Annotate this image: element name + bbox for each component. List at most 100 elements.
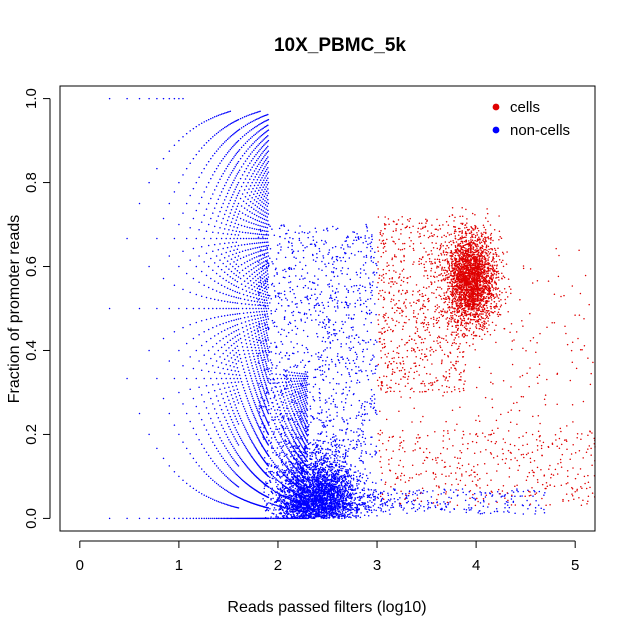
non-cell-point: [217, 484, 220, 486]
non-cell-point: [156, 237, 158, 240]
non-cell-point: [241, 345, 244, 348]
non-cell-point: [203, 354, 205, 356]
non-cell-point: [238, 333, 241, 335]
non-cell-point: [259, 123, 261, 125]
non-cell-point: [303, 421, 305, 423]
non-cell-point: [266, 366, 269, 369]
non-cell-point: [298, 460, 300, 462]
non-cell-point: [258, 137, 260, 139]
non-cell-point: [288, 468, 290, 471]
non-cell-point: [331, 453, 333, 456]
non-cell-point: [205, 429, 208, 431]
non-cell-point: [252, 382, 254, 385]
non-cell-point: [246, 192, 249, 194]
non-cell-point: [234, 370, 236, 372]
non-cell-point: [309, 451, 311, 454]
non-cell-point: [255, 293, 257, 296]
non-cell-point: [279, 457, 281, 460]
non-cell-point: [287, 437, 289, 440]
non-cell-point: [236, 366, 239, 369]
non-cell-point: [304, 473, 306, 476]
non-cell-point: [253, 134, 255, 137]
non-cell-point: [230, 270, 233, 273]
non-cell-point: [302, 498, 305, 500]
non-cell-point: [304, 371, 307, 373]
non-cell-point: [255, 279, 257, 282]
non-cell-point: [303, 402, 306, 405]
non-cell-point: [250, 408, 253, 411]
non-cell-point: [228, 320, 230, 323]
non-cell-point: [259, 225, 261, 227]
non-cell-point: [248, 221, 250, 223]
non-cell-point: [245, 325, 248, 327]
non-cell-point: [251, 136, 253, 138]
non-cell-point: [198, 255, 200, 257]
non-cell-point: [241, 441, 244, 443]
non-cell-point: [244, 231, 247, 234]
non-cell-point: [223, 517, 226, 520]
non-cell-point: [222, 142, 224, 145]
non-cell-point: [219, 420, 221, 423]
non-cell-point: [237, 297, 240, 299]
non-cell-point: [236, 270, 239, 272]
non-cell-point: [325, 457, 327, 459]
non-cell-point: [259, 326, 261, 329]
non-cell-point: [213, 134, 216, 136]
non-cell-point: [242, 275, 245, 277]
non-cell-point: [230, 443, 233, 446]
non-cell-point: [312, 451, 315, 454]
non-cell-point: [285, 461, 287, 463]
non-cell-point: [255, 132, 258, 134]
non-cell-point: [261, 253, 264, 256]
non-cell-point: [258, 399, 260, 402]
non-cell-point: [264, 233, 266, 236]
non-cell-point: [264, 383, 267, 385]
non-cell-point: [295, 470, 297, 472]
non-cell-point: [350, 477, 353, 480]
non-cell-point: [280, 471, 283, 473]
non-cell-point: [289, 384, 291, 386]
non-cell-point: [241, 479, 244, 481]
non-cell-point: [311, 469, 313, 471]
non-cell-point: [289, 478, 291, 480]
non-cell-point: [233, 517, 235, 520]
non-cell-point: [294, 416, 297, 419]
non-cell-point: [258, 220, 261, 223]
non-cell-point: [245, 430, 248, 432]
non-cell-point: [255, 118, 258, 120]
non-cell-point: [292, 490, 294, 493]
non-cell-point: [232, 121, 234, 124]
non-cell-point: [198, 333, 200, 336]
non-cell-point: [213, 499, 216, 501]
non-cell-point: [275, 438, 277, 441]
non-cell-point: [284, 497, 287, 500]
non-cell-point: [225, 139, 227, 142]
non-cell-point: [223, 445, 226, 447]
non-cell-point: [269, 427, 272, 430]
non-cell-point: [210, 317, 212, 320]
non-cell-point: [226, 382, 229, 384]
non-cell-point: [243, 444, 246, 447]
non-cell-point: [215, 482, 218, 485]
non-cell-point: [282, 418, 285, 420]
non-cell-point: [264, 181, 267, 184]
non-cell-point: [274, 409, 276, 411]
non-cell-point: [229, 314, 232, 316]
non-cell-point: [207, 433, 210, 436]
non-cell-point: [257, 264, 259, 266]
non-cell-point: [235, 130, 238, 133]
non-cell-point: [275, 412, 277, 415]
non-cell-point: [350, 516, 352, 519]
non-cell-point: [261, 157, 264, 160]
non-cell-point: [255, 307, 257, 310]
non-cell-point: [255, 153, 257, 156]
non-cell-point: [241, 212, 244, 214]
non-cell-point: [255, 363, 257, 366]
non-cell-point: [320, 473, 322, 476]
non-cell-point: [236, 431, 239, 434]
non-cell-point: [264, 416, 267, 419]
non-cell-point: [295, 437, 297, 439]
non-cell-point: [263, 156, 265, 158]
non-cell-point: [253, 429, 255, 431]
non-cell-point: [271, 387, 273, 389]
